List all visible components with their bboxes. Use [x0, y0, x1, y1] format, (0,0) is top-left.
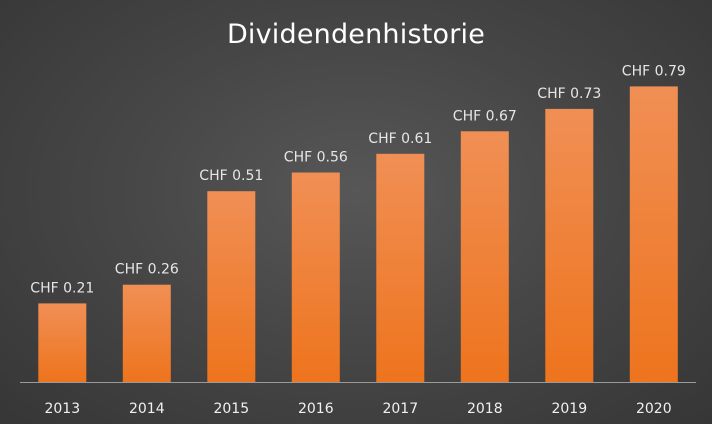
bar-2015: [207, 191, 256, 382]
data-label-2014: CHF 0.26: [115, 262, 179, 278]
bar-2019: [545, 108, 594, 383]
x-tick-2020: 2020: [636, 401, 672, 417]
x-tick-2014: 2014: [129, 401, 165, 417]
data-label-2013: CHF 0.21: [30, 280, 94, 296]
data-label-2020: CHF 0.79: [622, 63, 686, 79]
bar-2017: [376, 153, 425, 382]
bar-2018: [460, 131, 509, 382]
x-tick-2015: 2015: [213, 401, 249, 417]
data-labels-layer: CHF 0.21 CHF 0.26 CHF 0.51 CHF 0.56 CHF 0.61…: [30, 63, 685, 296]
data-label-2019: CHF 0.73: [537, 86, 601, 102]
bar-2014: [122, 284, 171, 382]
bar-2013: [38, 303, 87, 382]
x-tick-2016: 2016: [298, 401, 334, 417]
chart-title: Dividendenhistorie: [226, 19, 486, 50]
bar-2020: [629, 86, 678, 383]
data-label-2018: CHF 0.67: [453, 108, 517, 124]
data-label-2015: CHF 0.51: [199, 168, 263, 184]
data-label-2017: CHF 0.61: [368, 131, 432, 147]
x-tick-2018: 2018: [467, 401, 503, 417]
bar-2016: [291, 172, 340, 382]
x-tick-2019: 2019: [551, 401, 587, 417]
x-tick-2013: 2013: [44, 401, 80, 417]
x-tick-labels-layer: 2013 2014 2015 2016 2017 2018 2019 2020: [44, 401, 671, 417]
bars-layer: [38, 86, 678, 383]
x-tick-2017: 2017: [382, 401, 418, 417]
data-label-2016: CHF 0.56: [284, 150, 348, 166]
